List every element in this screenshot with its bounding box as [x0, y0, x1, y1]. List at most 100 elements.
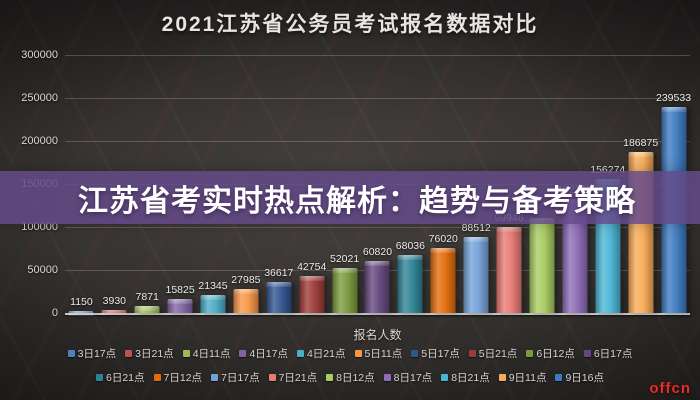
bar-slot: 36617 — [262, 55, 295, 314]
legend-color-swatch — [211, 374, 219, 381]
x-axis-line — [65, 313, 690, 315]
bar-slot: 27985 — [229, 55, 262, 314]
legend-label: 9日16点 — [565, 372, 604, 384]
legend-color-swatch — [153, 374, 161, 381]
legend-label: 3日21点 — [135, 348, 174, 360]
legend-row-2: 6日21点 7日12点 7日17点 7日21点 8日12点 8日17点 8日21点 9日11点… — [0, 370, 700, 385]
legend-color-swatch — [239, 350, 247, 357]
bar — [167, 299, 193, 313]
legend-item: 7日12点 — [153, 370, 203, 385]
bar — [266, 281, 292, 314]
y-axis-tick-label: 0 — [51, 307, 58, 319]
bar-slot: 88512 — [460, 55, 493, 314]
legend-color-swatch — [383, 374, 391, 381]
legend-color-swatch — [468, 350, 476, 357]
bar-value-label: 186875 — [623, 137, 659, 150]
bar-value-label: 88512 — [461, 221, 491, 234]
legend-item: 5日17点 — [411, 346, 460, 361]
bar — [397, 254, 423, 313]
gridline — [65, 98, 690, 99]
legend-label: 6日21点 — [106, 372, 145, 384]
bar-value-label: 239533 — [656, 92, 692, 105]
bar-slot: 68036 — [394, 55, 427, 313]
bar — [299, 276, 325, 313]
y-axis-tick-label: 50000 — [27, 264, 58, 276]
legend-item: 4日17点 — [239, 346, 288, 361]
bar-value-label: 60820 — [362, 245, 393, 258]
legend-color-swatch — [498, 374, 506, 381]
bar-value-label: 27985 — [231, 273, 261, 286]
bar — [463, 236, 489, 314]
legend-item: 5日21点 — [468, 346, 517, 361]
legend-label: 5日17点 — [421, 348, 460, 360]
legend-label: 4日17点 — [249, 348, 288, 360]
legend-item: 6日21点 — [96, 370, 145, 385]
legend-label: 7日17点 — [221, 372, 260, 384]
bar-value-label: 21345 — [198, 279, 228, 292]
legend-label: 6日17点 — [593, 348, 633, 360]
legend-color-swatch — [67, 350, 75, 357]
x-axis-title: 报名人数 — [353, 328, 402, 342]
legend-label: 4日11点 — [192, 348, 231, 360]
bar — [529, 218, 555, 313]
bar — [496, 227, 522, 313]
legend-color-swatch — [125, 350, 133, 357]
bar-value-label: 52021 — [329, 253, 360, 266]
legend-item: 4日11点 — [182, 346, 231, 361]
bar-value-label: 3930 — [102, 294, 127, 307]
legend-item: 3日17点 — [67, 346, 117, 361]
legend-label: 5日11点 — [364, 348, 403, 360]
bar — [68, 311, 94, 316]
y-axis-tick-label: 300000 — [21, 49, 58, 61]
bar-slot: 7871 — [131, 55, 164, 313]
gridline — [65, 141, 690, 142]
legend-color-swatch — [354, 350, 362, 357]
legend-item: 8日21点 — [441, 370, 490, 385]
legend-row-1: 3日17点 3日21点 4日11点 4日17点 4日21点 5日11点 5日17点 5日21点… — [0, 346, 700, 361]
y-axis-tick-label: 100000 — [21, 221, 58, 233]
gridline — [65, 227, 690, 228]
y-axis-tick-label: 250000 — [21, 92, 58, 104]
legend-color-swatch — [268, 374, 276, 381]
legend-label: 9日11点 — [508, 372, 547, 384]
legend-label: 6日12点 — [536, 348, 575, 360]
bar-value-label: 15825 — [165, 284, 195, 297]
bar-slot: 76020 — [427, 55, 460, 314]
legend-label: 7日21点 — [278, 372, 318, 384]
bar-value-label: 68036 — [395, 239, 425, 252]
legend-item: 6日17点 — [583, 346, 633, 361]
bar — [332, 268, 358, 313]
legend-item: 7日21点 — [268, 370, 318, 385]
legend-color-swatch — [583, 350, 591, 357]
legend-item: 9日11点 — [498, 370, 547, 385]
legend-item: 6日12点 — [526, 346, 575, 361]
legend-item: 3日21点 — [125, 346, 174, 361]
chart-title: 2021江苏省公务员考试报名数据对比 — [161, 13, 539, 36]
bar-value-label: 36617 — [264, 266, 294, 279]
bar-value-label: 76020 — [428, 232, 458, 245]
legend-label: 3日17点 — [77, 348, 117, 360]
bar-slot: 15825 — [164, 55, 197, 313]
legend-item: 4日21点 — [296, 346, 346, 361]
bar-slot: 1150 — [65, 55, 98, 316]
bar-value-label: 42754 — [297, 261, 327, 274]
offcn-watermark: offcn — [649, 380, 691, 397]
legend-color-swatch — [441, 374, 449, 381]
bar-slot — [526, 55, 559, 313]
legend-label: 8日17点 — [393, 372, 433, 384]
legend-item: 9日16点 — [555, 370, 604, 385]
bar-slot: 21345 — [197, 55, 230, 314]
legend-color-swatch — [96, 374, 103, 381]
legend-item: 8日17点 — [383, 370, 433, 385]
bar-slot: 52021 — [328, 55, 361, 313]
legend-label: 7日12点 — [163, 372, 203, 384]
legend-color-swatch — [296, 350, 304, 357]
bar — [200, 294, 226, 314]
legend-color-swatch — [411, 350, 419, 357]
headline-text: 江苏省考实时热点解析：趋势与备考策略 — [78, 184, 636, 218]
bar-slot: 3930 — [98, 55, 131, 316]
legend-item: 8日12点 — [326, 370, 375, 385]
bar-value-label: 7871 — [135, 291, 159, 304]
bar — [364, 260, 390, 314]
